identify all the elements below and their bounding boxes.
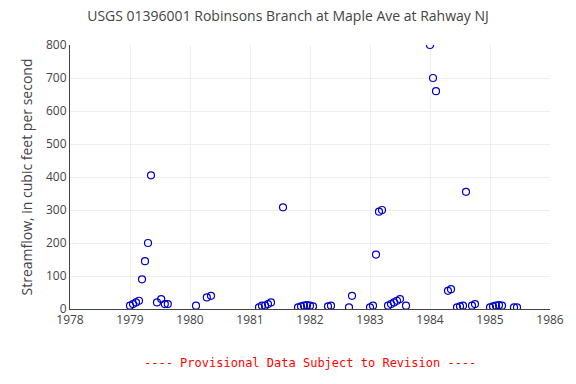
svg-text:100: 100 (46, 267, 67, 284)
svg-text:1979: 1979 (116, 311, 144, 328)
svg-text:USGS 01396001 Robinsons Branch: USGS 01396001 Robinsons Branch at Maple … (87, 6, 489, 25)
svg-text:1985: 1985 (476, 311, 504, 328)
svg-text:1978: 1978 (56, 311, 84, 328)
svg-text:700: 700 (46, 69, 67, 86)
svg-text:600: 600 (46, 102, 67, 119)
svg-text:400: 400 (46, 168, 67, 185)
svg-text:500: 500 (46, 135, 67, 152)
svg-text:1982: 1982 (296, 311, 324, 328)
svg-text:1981: 1981 (236, 311, 263, 328)
svg-text:1980: 1980 (176, 311, 204, 328)
svg-text:800: 800 (46, 36, 67, 53)
svg-text:300: 300 (46, 201, 67, 218)
svg-text:1983: 1983 (356, 311, 384, 328)
svg-text:1984: 1984 (416, 311, 444, 328)
svg-text:1986: 1986 (536, 311, 564, 328)
svg-text:0: 0 (60, 300, 67, 317)
svg-text:Streamflow, in cubic feet per: Streamflow, in cubic feet per second (17, 59, 36, 296)
svg-text:200: 200 (46, 234, 67, 251)
svg-text:---- Provisional Data Subject: ---- Provisional Data Subject to Revisio… (144, 356, 476, 370)
